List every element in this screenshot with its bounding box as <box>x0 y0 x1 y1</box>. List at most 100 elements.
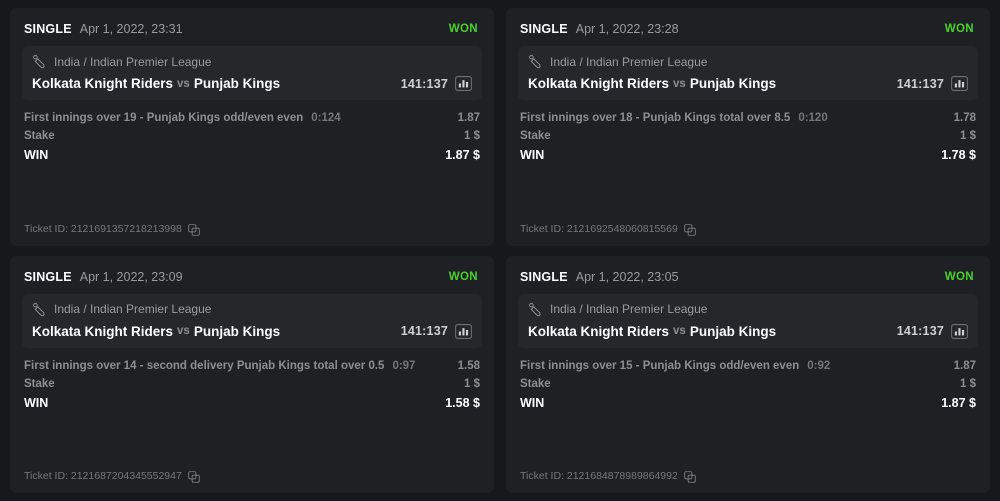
copy-icon[interactable] <box>188 470 200 483</box>
bet-type-label: SINGLE <box>520 269 568 284</box>
team-away: Punjab Kings <box>689 323 777 339</box>
teams-row: Kolkata Knight Riders vs Punjab Kings 14… <box>528 324 968 339</box>
cricket-icon <box>32 54 47 69</box>
cricket-icon <box>528 302 543 317</box>
ticket-id-label: Ticket ID: 2121692548060815569 <box>520 222 678 235</box>
stats-bar-chart-icon[interactable] <box>951 323 968 339</box>
selection-rows: First innings over 19 - Punjab Kings odd… <box>22 100 482 165</box>
team-away: Punjab Kings <box>193 76 281 91</box>
selection-score: 0:120 <box>798 112 828 124</box>
ticket-id-label: Ticket ID: 2121691357218213998 <box>24 222 182 235</box>
selection-name: First innings over 19 - Punjab Kings odd… <box>24 112 304 124</box>
stake-row: Stake 1 $ <box>520 375 976 393</box>
score-wrap: 141:137 <box>401 76 472 91</box>
vs-label: vs <box>177 77 190 90</box>
league-row: India / Indian Premier League <box>32 54 472 69</box>
match-block[interactable]: India / Indian Premier League Kolkata Kn… <box>518 293 978 348</box>
stake-value: 1 $ <box>464 130 480 142</box>
stats-bar-chart-icon[interactable] <box>455 323 472 339</box>
win-label: WIN <box>24 395 49 410</box>
win-value: 1.78 $ <box>941 148 976 162</box>
match-block[interactable]: India / Indian Premier League Kolkata Kn… <box>518 46 978 100</box>
ticket-id-value: 2121692548060815569 <box>566 222 678 235</box>
score-wrap: 141:137 <box>897 323 968 339</box>
league-row: India / Indian Premier League <box>528 54 968 69</box>
status-badge: WON <box>944 270 974 283</box>
copy-icon[interactable] <box>684 470 696 483</box>
status-badge: WON <box>448 23 478 35</box>
stake-row: Stake 1 $ <box>24 127 480 145</box>
selection-row: First innings over 15 - Punjab Kings odd… <box>520 357 976 375</box>
match-block[interactable]: India / Indian Premier League Kolkata Kn… <box>22 46 482 100</box>
score-wrap: 141:137 <box>897 76 968 91</box>
stats-bar-chart-icon[interactable] <box>455 76 472 91</box>
selection-name: First innings over 14 - second delivery … <box>24 359 385 372</box>
selection-score: 0:124 <box>311 112 341 124</box>
league-name: India / Indian Premier League <box>54 302 212 316</box>
stats-bar-chart-icon[interactable] <box>951 76 968 91</box>
match-score: 141:137 <box>400 76 448 91</box>
ticket-id-value: 2121691357218213998 <box>70 222 182 235</box>
selection-rows: First innings over 18 - Punjab Kings tot… <box>518 100 978 165</box>
win-value: 1.87 $ <box>445 148 480 162</box>
win-label: WIN <box>520 148 545 162</box>
ticket-id-label: Ticket ID: 2121687204345552947 <box>24 470 182 482</box>
bet-card[interactable]: SINGLE Apr 1, 2022, 23:09 WON India / In… <box>10 255 494 493</box>
league-name: India / Indian Premier League <box>550 302 708 316</box>
teams-row: Kolkata Knight Riders vs Punjab Kings 14… <box>528 76 968 91</box>
cricket-icon <box>528 54 543 69</box>
ticket-id-value: 2121687204345552947 <box>70 470 182 482</box>
stake-row: Stake 1 $ <box>24 375 480 393</box>
team-home: Kolkata Knight Riders <box>528 76 670 91</box>
teams-row: Kolkata Knight Riders vs Punjab Kings 14… <box>32 324 472 339</box>
ticket-id-value: 2121684878989864992 <box>566 470 678 482</box>
bet-card-header: SINGLE Apr 1, 2022, 23:28 WON <box>518 18 978 46</box>
copy-icon[interactable] <box>188 223 200 236</box>
selection-row: First innings over 19 - Punjab Kings odd… <box>24 109 480 127</box>
ticket-footer: Ticket ID: 2121691357218213998 <box>22 223 482 246</box>
win-row: WIN 1.87 $ <box>520 393 976 413</box>
selection-name: First innings over 18 - Punjab Kings tot… <box>520 112 791 124</box>
match-block[interactable]: India / Indian Premier League Kolkata Kn… <box>22 293 482 348</box>
bet-placed-at: Apr 1, 2022, 23:31 <box>79 22 183 36</box>
stake-row: Stake 1 $ <box>520 127 976 145</box>
selection-odds: 1.87 <box>953 359 976 372</box>
cricket-icon <box>32 302 47 317</box>
team-home: Kolkata Knight Riders <box>528 323 670 339</box>
win-row: WIN 1.78 $ <box>520 145 976 165</box>
bet-card[interactable]: SINGLE Apr 1, 2022, 23:28 WON India / In… <box>506 8 990 246</box>
selection-rows: First innings over 15 - Punjab Kings odd… <box>518 348 978 413</box>
selection-name: First innings over 15 - Punjab Kings odd… <box>520 359 800 372</box>
team-away: Punjab Kings <box>193 323 281 339</box>
vs-label: vs <box>673 77 686 90</box>
teams-row: Kolkata Knight Riders vs Punjab Kings 14… <box>32 76 472 91</box>
win-label: WIN <box>24 148 49 162</box>
bet-type-label: SINGLE <box>24 22 72 36</box>
league-row: India / Indian Premier League <box>32 302 472 317</box>
bet-card-header: SINGLE Apr 1, 2022, 23:09 WON <box>22 266 482 294</box>
match-score: 141:137 <box>896 76 944 91</box>
stake-label: Stake <box>24 377 55 390</box>
bet-placed-at: Apr 1, 2022, 23:28 <box>575 22 679 36</box>
team-away: Punjab Kings <box>689 76 777 91</box>
vs-label: vs <box>673 325 686 337</box>
bet-card[interactable]: SINGLE Apr 1, 2022, 23:05 WON India / In… <box>506 255 990 493</box>
bet-placed-at: Apr 1, 2022, 23:05 <box>575 269 679 284</box>
stake-value: 1 $ <box>960 377 976 390</box>
ticket-footer: Ticket ID: 2121684878989864992 <box>518 470 978 493</box>
ticket-id-label: Ticket ID: 2121684878989864992 <box>520 470 678 482</box>
score-wrap: 141:137 <box>401 323 472 339</box>
selection-odds: 1.78 <box>953 112 976 124</box>
bet-type-label: SINGLE <box>520 22 568 36</box>
ticket-footer: Ticket ID: 2121687204345552947 <box>22 470 482 493</box>
copy-icon[interactable] <box>684 223 696 236</box>
selection-score: 0:97 <box>392 359 416 372</box>
stake-label: Stake <box>520 130 551 142</box>
team-home: Kolkata Knight Riders <box>32 76 174 91</box>
bet-card-header: SINGLE Apr 1, 2022, 23:31 WON <box>22 18 482 46</box>
selection-row: First innings over 14 - second delivery … <box>24 357 480 375</box>
stake-value: 1 $ <box>464 377 480 390</box>
selection-odds: 1.87 <box>457 112 480 124</box>
selection-odds: 1.58 <box>457 359 480 372</box>
bet-card[interactable]: SINGLE Apr 1, 2022, 23:31 WON India / In… <box>10 8 494 246</box>
